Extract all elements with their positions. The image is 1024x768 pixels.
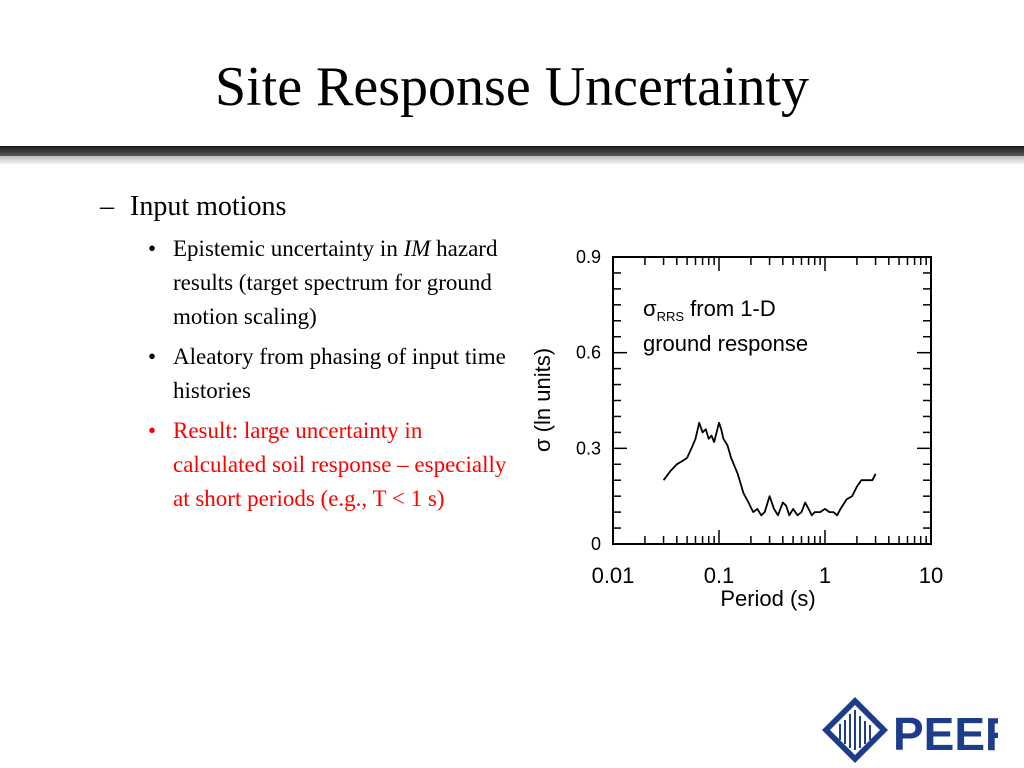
annotation-sigma: σ bbox=[643, 296, 657, 321]
level1-text: Input motions bbox=[130, 191, 287, 222]
y-tick-label: 0.3 bbox=[576, 438, 601, 458]
bullet-text: Aleatory from phasing of input time hist… bbox=[173, 344, 506, 403]
bullet-result: • Result: large uncertainty in calculate… bbox=[148, 414, 510, 516]
y-tick-label: 0.6 bbox=[576, 343, 601, 363]
x-tick-label: 1 bbox=[819, 563, 831, 588]
bullet-text-emph: IM bbox=[403, 236, 431, 261]
peer-diamond-icon bbox=[822, 697, 888, 763]
title-divider-dark bbox=[0, 146, 1024, 156]
sigma-rrs-series bbox=[662, 421, 877, 517]
y-axis-label: σ (ln units) bbox=[530, 348, 555, 452]
y-axis-sigma: σ bbox=[530, 438, 555, 452]
tick-marks bbox=[612, 256, 931, 545]
peer-logo-text: PEER bbox=[893, 708, 998, 760]
slide-title: Site Response Uncertainty bbox=[214, 56, 810, 118]
chart-annotation-line2: ground response bbox=[643, 331, 808, 356]
bullet-marker: • bbox=[148, 236, 157, 261]
bullet-list: – Input motions • Epistemic uncertainty … bbox=[100, 190, 510, 522]
y-tick-labels: 0 0.3 0.6 0.9 bbox=[576, 247, 601, 554]
x-tick-labels: 0.01 0.1 1 10 bbox=[592, 563, 944, 588]
bullet-text-suffix: hazard results (target spectrum for grou… bbox=[173, 236, 498, 329]
annotation-line1-text: from 1-D bbox=[684, 296, 776, 321]
level1-item: – Input motions bbox=[100, 190, 510, 224]
sigma-period-chart: 0 0.3 0.6 0.9 0.01 0.1 1 10 Period (s) σ (ln u… bbox=[530, 247, 944, 611]
annotation-subscript: RRS bbox=[657, 309, 685, 324]
x-tick-label: 0.01 bbox=[592, 563, 635, 588]
bullet-marker: • bbox=[148, 344, 157, 369]
plot-frame bbox=[612, 256, 932, 545]
peer-logo: PEER bbox=[822, 697, 998, 763]
bullet-text: Result: large uncertainty in calculated … bbox=[173, 418, 507, 511]
y-axis-units: (ln units) bbox=[530, 348, 555, 438]
sub-bullet-list: • Epistemic uncertainty in IM hazard res… bbox=[148, 232, 510, 516]
bullet-text-prefix: Epistemic uncertainty in bbox=[173, 236, 404, 261]
bullet-epistemic: • Epistemic uncertainty in IM hazard res… bbox=[148, 232, 510, 334]
x-axis-label: Period (s) bbox=[720, 586, 815, 611]
dash-marker: – bbox=[100, 191, 114, 222]
bullet-aleatory: • Aleatory from phasing of input time hi… bbox=[148, 340, 510, 408]
x-tick-label: 0.1 bbox=[704, 563, 735, 588]
y-tick-label: 0.9 bbox=[576, 247, 601, 267]
title-divider-light bbox=[0, 156, 1024, 164]
y-tick-label: 0 bbox=[591, 534, 601, 554]
chart-annotation-line1: σRRS from 1-D bbox=[643, 296, 776, 324]
bullet-marker: • bbox=[148, 418, 157, 443]
x-tick-label: 10 bbox=[919, 563, 943, 588]
